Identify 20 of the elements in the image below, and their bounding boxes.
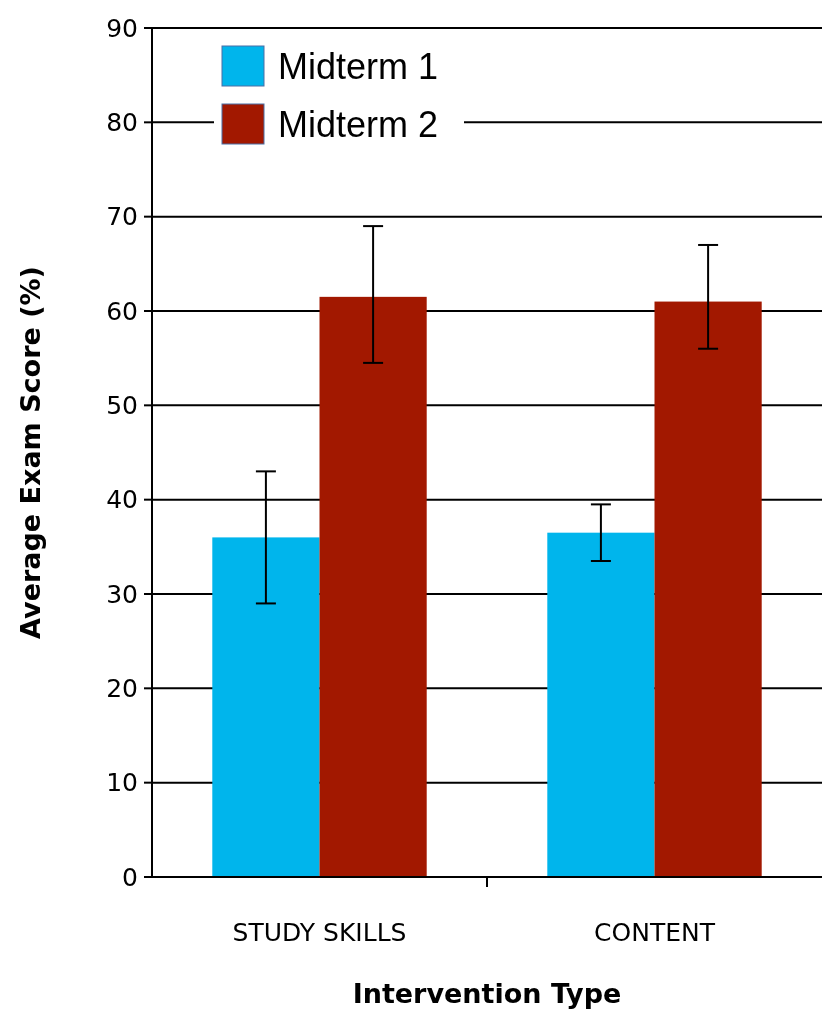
x-axis-title: Intervention Type	[352, 978, 622, 1009]
y-tick-label: 20	[106, 674, 138, 704]
y-tick-label: 70	[106, 202, 138, 232]
y-tick-label: 50	[106, 391, 138, 421]
y-tick-label: 10	[106, 768, 138, 798]
x-tick-label: CONTENT	[594, 918, 716, 947]
y-tick-label: 90	[106, 13, 138, 43]
bar	[547, 532, 655, 877]
bar	[319, 296, 427, 877]
y-tick-label: 30	[106, 579, 138, 609]
y-tick-label: 0	[122, 862, 138, 892]
y-tick-label: 40	[106, 485, 138, 515]
x-tick-label: STUDY SKILLS	[232, 918, 407, 947]
y-tick-label: 60	[106, 296, 138, 326]
bar	[654, 301, 762, 877]
y-tick-label: 80	[106, 108, 138, 138]
y-axis-title: Average Exam Score (%)	[15, 266, 46, 639]
legend-label: Midterm 2	[278, 103, 439, 145]
legend-label: Midterm 1	[278, 45, 439, 87]
bar	[212, 537, 320, 877]
